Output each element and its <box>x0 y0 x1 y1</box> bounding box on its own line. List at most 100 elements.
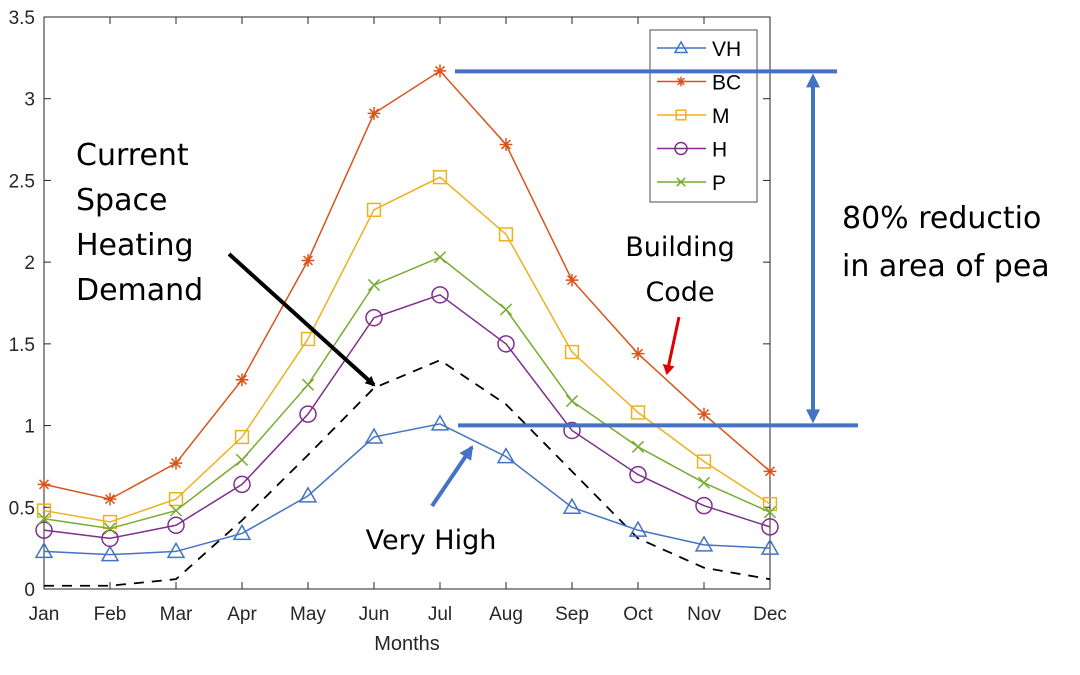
marker-circle <box>674 141 688 156</box>
marker-asterisk <box>235 373 249 387</box>
marker-square <box>630 405 646 420</box>
marker-square <box>300 331 316 347</box>
y-tick-labels: 0 0.5 1 1.5 2 2.5 3 3.5 <box>9 8 35 601</box>
annot-building-line-2: Code <box>645 277 714 308</box>
axes <box>43 16 771 590</box>
series-vh <box>34 414 780 562</box>
reduction-arrow-head-top <box>806 73 820 88</box>
x-tick-label: Apr <box>227 604 257 625</box>
annot-current-line-4: Demand <box>76 273 203 308</box>
series-line <box>44 359 771 587</box>
marker-x <box>301 378 315 391</box>
series-m <box>36 170 778 530</box>
marker-square <box>675 109 687 121</box>
marker-asterisk <box>565 273 579 287</box>
marker-square <box>234 429 250 445</box>
x-tick-labels: Jan Feb Mar Apr May Jun Jul Aug Sep Oct Nov Dec <box>29 604 787 625</box>
annot-very-high: Very High <box>366 525 497 556</box>
marker-circle <box>761 518 779 536</box>
marker-asterisk <box>499 138 513 151</box>
annot-reduction-line-2: in area of pea <box>842 249 1050 284</box>
marker-square <box>168 491 184 507</box>
x-tick-label: Jul <box>428 604 452 625</box>
marker-asterisk <box>367 107 381 120</box>
marker-x <box>763 506 777 519</box>
marker-asterisk <box>697 407 711 421</box>
annot-current-line-1: Current <box>76 138 189 173</box>
x-tick-label: Feb <box>94 604 127 625</box>
marker-x <box>697 476 711 489</box>
legend-item: H <box>657 139 727 162</box>
legend-item: BC <box>657 72 741 95</box>
annot-current-line-2: Space <box>76 183 167 218</box>
annotation-very-high: Very High <box>366 445 497 556</box>
series-line <box>43 293 771 540</box>
marker-square <box>36 503 52 518</box>
marker-asterisk <box>763 464 777 478</box>
legend-label: H <box>712 139 727 162</box>
marker-x <box>433 251 447 264</box>
marker-x <box>169 504 183 517</box>
legend-box <box>649 29 758 203</box>
current-demand-arrow <box>227 252 376 387</box>
marker-circle <box>167 516 185 535</box>
y-tick-label: 2 <box>24 253 35 274</box>
legend: VH BC MHP <box>649 29 758 203</box>
marker-triangle <box>364 427 384 444</box>
marker-square <box>762 496 778 512</box>
building-code-arrow <box>662 316 681 375</box>
marker-x <box>37 512 51 525</box>
marker-x <box>565 394 579 408</box>
marker-triangle <box>100 545 120 562</box>
x-tick-label: Jun <box>359 604 390 625</box>
marker-circle <box>101 529 119 548</box>
marker-x <box>499 303 513 316</box>
marker-triangle <box>628 520 648 537</box>
marker-circle <box>299 405 317 423</box>
marker-triangle <box>34 541 54 559</box>
marker-triangle <box>562 497 582 515</box>
marker-circle <box>233 475 251 494</box>
marker-circle <box>695 496 713 515</box>
annotation-reduction: 80% reductio in area of pea <box>455 69 1050 428</box>
marker-circle <box>629 465 647 484</box>
marker-triangle <box>430 414 450 431</box>
marker-asterisk <box>433 64 447 78</box>
marker-circle <box>35 521 53 539</box>
marker-circle <box>563 421 581 440</box>
x-tick-label: Dec <box>753 604 787 625</box>
marker-x <box>631 440 645 453</box>
legend-item: VH <box>657 38 741 61</box>
series-p <box>37 251 777 535</box>
marker-asterisk <box>169 456 183 470</box>
legend-label: VH <box>712 38 741 61</box>
series-h <box>35 286 779 548</box>
marker-circle <box>497 335 515 353</box>
y-tick-label: 2.5 <box>9 171 35 192</box>
marker-triangle <box>694 535 714 552</box>
x-tick-label: Jan <box>29 604 60 625</box>
marker-x <box>367 278 381 292</box>
marker-triangle <box>496 447 516 464</box>
x-axis-label: Months <box>374 633 440 655</box>
marker-x <box>235 453 249 467</box>
annotation-building-code: Building Code <box>625 232 735 375</box>
marker-asterisk <box>103 492 117 506</box>
legend-item: P <box>657 172 726 195</box>
marker-circle <box>365 308 383 327</box>
marker-square <box>696 454 712 469</box>
legend-label: BC <box>712 72 741 95</box>
marker-triangle <box>298 486 318 503</box>
reduction-arrow-head-bottom <box>806 409 820 424</box>
marker-square <box>432 170 448 185</box>
x-tick-label: Mar <box>160 604 193 625</box>
x-tick-label: Nov <box>687 604 721 625</box>
marker-triangle <box>673 40 689 54</box>
series-bc <box>37 64 777 506</box>
marker-triangle <box>166 541 186 559</box>
marker-square <box>498 227 514 242</box>
y-tick-label: 3 <box>24 90 35 111</box>
legend-item: M <box>657 105 730 128</box>
y-tick-label: 0 <box>24 580 35 601</box>
